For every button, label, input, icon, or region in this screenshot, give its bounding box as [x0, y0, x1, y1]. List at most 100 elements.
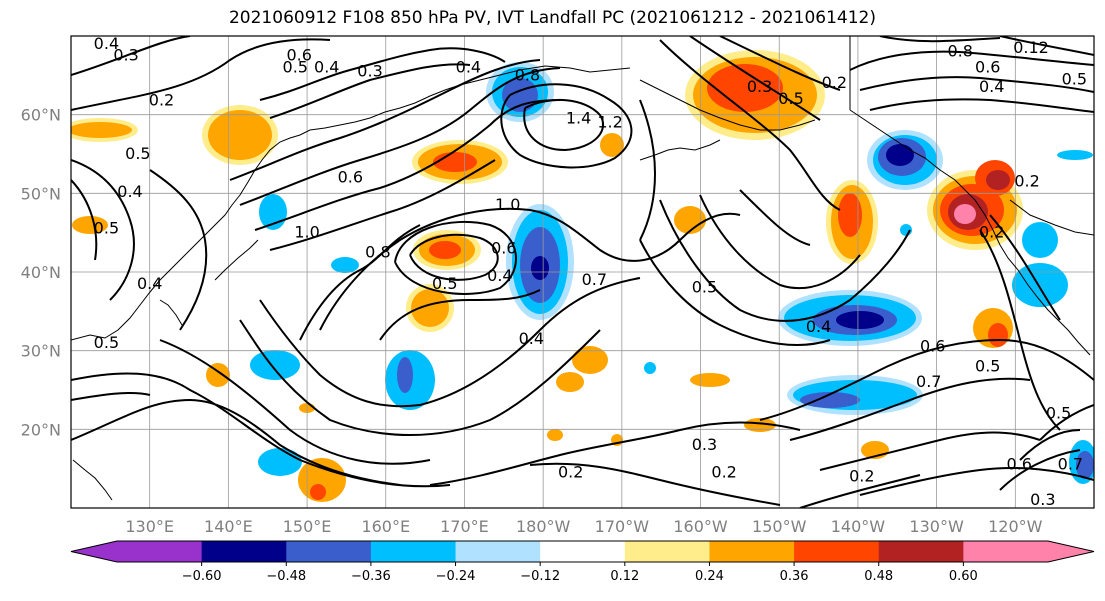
colorbar-segment [794, 541, 880, 562]
contour-label: 0.4 [117, 182, 142, 201]
ivt-contours [71, 36, 1094, 508]
contour-label: 0.2 [822, 73, 847, 92]
contour-label: 0.2 [979, 223, 1004, 242]
contour-label: 0.4 [519, 329, 544, 348]
lon-tick-label: 170°W [595, 517, 650, 536]
contour-label: 0.8 [515, 65, 540, 84]
coastlines [71, 36, 1094, 501]
colorbar-segment [709, 541, 795, 562]
colorbar-tick-label: 0.48 [864, 569, 893, 584]
lon-tick-label: 140°E [204, 517, 253, 536]
lat-tick-label: 20°N [21, 420, 61, 439]
colorbar-outline [70, 540, 1095, 563]
contour-label: 0.3 [692, 435, 717, 454]
contour-label: 0.6 [491, 238, 516, 257]
colorbar-segment [624, 541, 710, 562]
lat-tick-label: 60°N [21, 106, 61, 125]
lon-tick-label: 130°E [125, 517, 174, 536]
contour-label: 0.2 [711, 463, 736, 482]
contour-label: 0.2 [849, 467, 874, 486]
lon-tick-label: 150°W [752, 517, 807, 536]
pv-anomaly-shading [71, 50, 1094, 502]
contour-label: 0.4 [94, 34, 119, 53]
contour-label: 0.4 [314, 57, 339, 76]
contour-label: 0.4 [979, 77, 1004, 96]
contour-label: 0.2 [558, 463, 583, 482]
contour-label: 0.5 [283, 57, 308, 76]
contour-label: 0.5 [1062, 69, 1087, 88]
contour-label: 0.7 [582, 270, 607, 289]
contour-label: 0.6 [920, 337, 945, 356]
colorbar-tick-label: −0.12 [520, 569, 560, 584]
colorbar-segment [540, 541, 626, 562]
colorbar-tick-label: 0.12 [610, 569, 639, 584]
contour-label: 0.7 [916, 372, 941, 391]
colorbar [70, 540, 1095, 563]
colorbar-segment [878, 541, 964, 562]
colorbar-tick-label: 0.24 [695, 569, 724, 584]
contour-label: 0.5 [94, 333, 119, 352]
colorbar-tick-label: −0.48 [266, 569, 306, 584]
lon-tick-label: 130°W [909, 517, 964, 536]
contour-label: 0.4 [487, 266, 512, 285]
lon-tick-label: 150°E [283, 517, 332, 536]
latitude-labels: 20°N 30°N 40°N 50°N 60°N [21, 106, 61, 440]
contour-label: 0.2 [1014, 172, 1039, 191]
lon-tick-label: 160°W [673, 517, 728, 536]
contour-label: 0.6 [1007, 455, 1032, 474]
contour-label: 0.4 [137, 274, 162, 293]
contour-label: 0.4 [456, 57, 481, 76]
colorbar-segment [201, 541, 287, 562]
contour-label: 0.6 [975, 57, 1000, 76]
contour-label: 1.2 [597, 113, 622, 132]
lon-tick-label: 120°W [988, 517, 1043, 536]
colorbar-extend-low [71, 541, 117, 562]
lat-tick-label: 40°N [21, 263, 61, 282]
colorbar-tick-label: −0.24 [436, 569, 476, 584]
contour-label: 0.3 [1030, 490, 1055, 509]
colorbar-segment [455, 541, 541, 562]
contour-label: 0.5 [692, 278, 717, 297]
contour-label: 0.5 [125, 144, 150, 163]
contour-label: 0.3 [747, 77, 772, 96]
map-frame [70, 35, 1095, 509]
colorbar-segment [963, 541, 1049, 562]
contour-label: 0.8 [947, 42, 972, 61]
contour-label: 0.12 [1013, 38, 1049, 57]
contour-label: 0.5 [432, 274, 457, 293]
contour-label: 0.6 [286, 46, 311, 65]
colorbar-tick-label: 0.60 [949, 569, 978, 584]
contour-label: 0.5 [94, 219, 119, 238]
contour-label: 0.6 [338, 168, 363, 187]
lat-tick-label: 50°N [21, 184, 61, 203]
colorbar-segment [117, 541, 203, 562]
contour-label: 0.8 [365, 242, 390, 261]
contour-label: 1.4 [566, 109, 591, 128]
lon-tick-label: 170°E [440, 517, 489, 536]
contour-label: 0.3 [357, 61, 382, 80]
map-title: 2021060912 F108 850 hPa PV, IVT Landfall… [228, 8, 876, 28]
colorbar-tick-label: −0.36 [351, 569, 391, 584]
contour-label: 0.4 [806, 317, 831, 336]
contour-label: 1.0 [495, 195, 520, 214]
lon-tick-label: 180°W [516, 517, 571, 536]
contour-label: 0.5 [975, 356, 1000, 375]
lon-tick-label: 160°E [361, 517, 410, 536]
colorbar-tick-label: −0.60 [182, 569, 222, 584]
contour-label: 0.5 [1046, 404, 1071, 423]
colorbar-labels: −0.60 −0.48 −0.36 −0.24 −0.12 0.12 0.24 0.36 0.4… [182, 562, 978, 584]
lon-tick-label: 140°W [831, 517, 886, 536]
colorbar-segment [370, 541, 457, 562]
colorbar-tick-label: 0.36 [780, 569, 809, 584]
contour-label: 0.2 [149, 91, 174, 110]
colorbar-segment [286, 541, 372, 562]
lat-tick-label: 30°N [21, 342, 61, 361]
contour-labels: 0.40.30.20.50.40.50.40.50.60.5 0.4 0.3 0.4 0… [94, 34, 1087, 509]
contour-label: 0.3 [113, 46, 138, 65]
colorbar-extend-high [1048, 541, 1094, 562]
longitude-labels: 130°E 140°E 150°E 160°E 170°E 180°W 170°W 160°W… [125, 517, 1042, 536]
contour-label: 1.0 [294, 223, 319, 242]
contour-label: 0.5 [778, 89, 803, 108]
contour-label: 0.7 [1058, 455, 1083, 474]
